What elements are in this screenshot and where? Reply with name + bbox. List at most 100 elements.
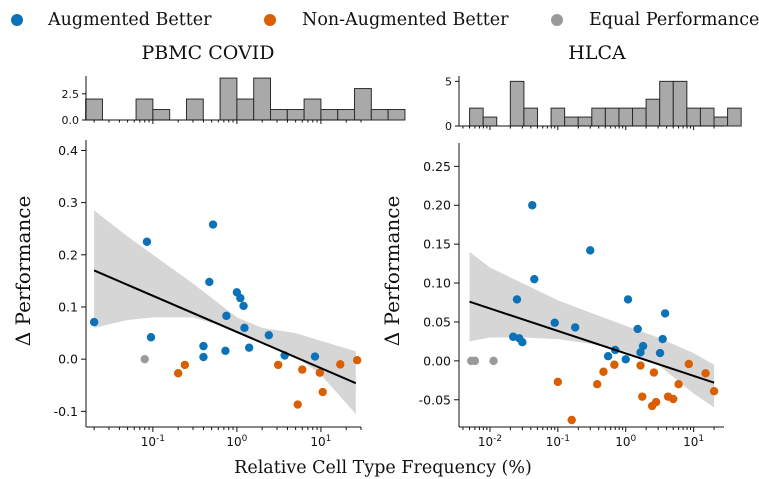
point-augmented-better bbox=[655, 348, 665, 358]
histogram-bar bbox=[727, 107, 742, 127]
regression-line bbox=[93, 269, 357, 385]
point-augmented-better bbox=[658, 334, 667, 344]
legend-label-equal: Equal Performance bbox=[589, 10, 759, 30]
point-augmented-better bbox=[240, 323, 249, 333]
point-augmented-better bbox=[239, 301, 248, 311]
point-augmented-better bbox=[199, 341, 208, 351]
point-augmented-better bbox=[89, 317, 99, 327]
histogram-y-tick-label: 2.5 bbox=[62, 88, 80, 101]
y-tick-label: 0.00 bbox=[423, 353, 451, 368]
point-augmented-better bbox=[310, 352, 320, 361]
point-non-augmented-better bbox=[173, 369, 183, 378]
y-tick-label: 0.05 bbox=[423, 314, 451, 329]
histogram-bar bbox=[337, 109, 356, 121]
histogram-y-tick-label: 0 bbox=[445, 120, 452, 133]
point-non-augmented-better bbox=[273, 360, 283, 370]
x-tick-label: 10-1 bbox=[141, 434, 165, 449]
point-augmented-better bbox=[586, 246, 595, 255]
histogram-bar bbox=[85, 98, 103, 121]
legend-label-non-augmented: Non-Augmented Better bbox=[302, 10, 509, 30]
y-tick-label: 0.15 bbox=[423, 237, 451, 252]
point-augmented-better bbox=[633, 324, 642, 334]
histogram-bar bbox=[632, 107, 647, 127]
histogram-bar bbox=[509, 80, 525, 127]
histogram-bar bbox=[219, 77, 238, 121]
histogram-bar bbox=[354, 88, 372, 121]
point-augmented-better bbox=[199, 352, 208, 362]
point-non-augmented-better bbox=[567, 415, 576, 425]
point-non-augmented-better bbox=[318, 387, 327, 397]
x-tick-label: 100 bbox=[615, 434, 636, 449]
point-augmented-better bbox=[512, 295, 522, 304]
legend-label-augmented: Augmented Better bbox=[47, 10, 212, 30]
histogram-bar bbox=[303, 98, 322, 121]
x-tick-label: 10-1 bbox=[546, 434, 570, 449]
y-tick-label: 0.0 bbox=[58, 352, 78, 367]
histogram-bar bbox=[469, 107, 484, 127]
y-tick-label: 0.4 bbox=[58, 143, 78, 158]
y-tick-label: 0.10 bbox=[423, 276, 451, 291]
point-non-augmented-better bbox=[352, 356, 362, 365]
legend-marker-non-augmented bbox=[264, 14, 276, 26]
point-augmented-better bbox=[244, 343, 254, 352]
point-augmented-better bbox=[623, 295, 633, 304]
point-non-augmented-better bbox=[293, 400, 302, 409]
histogram-bar bbox=[604, 107, 620, 127]
y-tick-label: 0.3 bbox=[58, 195, 78, 210]
point-equal-performance bbox=[470, 356, 480, 366]
point-augmented-better bbox=[205, 277, 214, 287]
point-augmented-better bbox=[146, 333, 156, 342]
point-augmented-better bbox=[621, 355, 630, 364]
point-augmented-better bbox=[660, 309, 670, 318]
point-augmented-better bbox=[518, 337, 527, 347]
point-non-augmented-better bbox=[669, 394, 678, 404]
regression-line bbox=[469, 300, 715, 384]
legend-marker-augmented bbox=[11, 14, 23, 26]
histogram-bar bbox=[672, 80, 688, 127]
point-non-augmented-better bbox=[674, 380, 683, 389]
histogram-bar bbox=[320, 109, 339, 121]
scatter-pbmc: 0.4 0.3 0.2 0.1 0.0 -0.1 10-1 100 101 bbox=[54, 140, 362, 449]
point-non-augmented-better bbox=[180, 360, 190, 370]
point-equal-performance bbox=[489, 356, 498, 366]
histogram-bar bbox=[269, 109, 288, 121]
histogram-bar bbox=[253, 77, 271, 121]
point-augmented-better bbox=[264, 330, 274, 340]
histogram-bar bbox=[699, 107, 715, 127]
point-non-augmented-better bbox=[709, 387, 719, 396]
point-non-augmented-better bbox=[649, 368, 659, 377]
histogram-bar bbox=[152, 109, 171, 121]
point-non-augmented-better bbox=[599, 367, 608, 376]
point-non-augmented-better bbox=[298, 365, 307, 374]
point-non-augmented-better bbox=[684, 359, 694, 369]
histogram-bar bbox=[482, 116, 498, 127]
histogram-bar bbox=[591, 107, 606, 127]
point-non-augmented-better bbox=[610, 360, 619, 369]
point-augmented-better bbox=[530, 274, 539, 284]
histogram-hlca: 50 bbox=[445, 75, 742, 133]
point-augmented-better bbox=[236, 293, 245, 303]
point-augmented-better bbox=[221, 346, 230, 356]
histogram-bar bbox=[135, 98, 154, 121]
x-tick-label: 101 bbox=[310, 434, 331, 449]
histogram-bar bbox=[564, 116, 579, 127]
histogram-bar bbox=[550, 107, 566, 127]
point-non-augmented-better bbox=[336, 360, 345, 369]
histogram-bar bbox=[286, 109, 305, 121]
histogram-y-tick-label: 5 bbox=[445, 75, 452, 88]
histogram-bar bbox=[236, 98, 255, 121]
y-tick-label: -0.1 bbox=[54, 404, 78, 419]
histogram-bar bbox=[185, 98, 204, 121]
point-non-augmented-better bbox=[638, 392, 647, 401]
x-axis-label: Relative Cell Type Frequency (%) bbox=[234, 458, 532, 478]
point-augmented-better bbox=[550, 318, 559, 327]
confidence-band bbox=[469, 251, 715, 408]
histogram-y-tick-label: 0.0 bbox=[62, 114, 80, 127]
point-augmented-better bbox=[222, 311, 231, 321]
panel-title-pbmc: PBMC COVID bbox=[141, 42, 274, 64]
point-non-augmented-better bbox=[553, 377, 563, 387]
y-tick-label: 0.20 bbox=[423, 198, 451, 213]
x-tick-label: 10-2 bbox=[478, 434, 502, 449]
point-non-augmented-better bbox=[701, 369, 710, 378]
